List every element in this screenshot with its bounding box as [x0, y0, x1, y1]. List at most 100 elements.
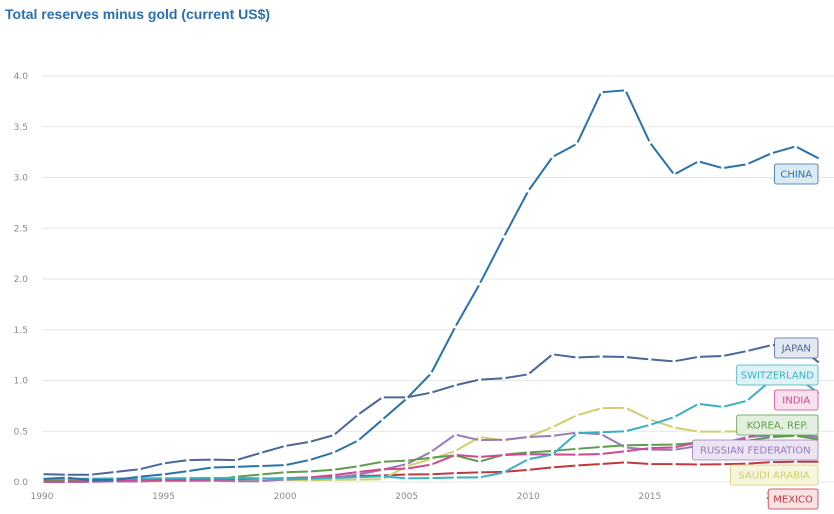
data-point-china — [478, 282, 482, 286]
data-point-india — [453, 453, 457, 457]
data-point-switzerland — [696, 402, 701, 406]
data-point-switzerland — [161, 476, 166, 480]
y-axis-tick-labels: 0.0 0.5 1.0 1.5 2.0 2.5 3.0 3.5 4.0 — [14, 72, 29, 488]
data-point-mexico — [818, 460, 822, 464]
data-point-china — [769, 151, 773, 155]
data-point-mexico — [794, 460, 798, 464]
data-point-russian-federation — [259, 479, 263, 483]
data-point-india — [648, 446, 652, 450]
data-point-mexico — [745, 462, 749, 466]
data-point-japan — [672, 359, 676, 363]
y-tick-label: 2.0 — [14, 275, 29, 285]
data-point-china — [137, 475, 141, 479]
data-point-india — [405, 467, 409, 471]
data-point-mexico — [550, 465, 555, 469]
data-point-japan — [502, 376, 506, 380]
data-point-china — [672, 172, 676, 177]
data-point-switzerland — [818, 392, 822, 396]
data-point-india — [818, 426, 822, 430]
data-point-saudi-arabia — [478, 435, 482, 439]
data-point-india — [502, 453, 506, 457]
data-point-china — [745, 162, 749, 166]
data-point-russian-federation — [818, 435, 822, 439]
series-label-japan: JAPAN — [781, 344, 811, 355]
data-point-switzerland — [210, 476, 214, 480]
series-label-korea-rep: KOREA, REP. — [747, 421, 808, 432]
data-point-switzerland — [259, 476, 263, 480]
data-point-korea-rep — [380, 460, 384, 464]
data-point-china — [89, 478, 93, 482]
series-label-switzerland: SWITZERLAND — [741, 371, 815, 382]
data-point-japan — [356, 413, 360, 417]
data-point-saudi-arabia — [672, 425, 676, 430]
data-point-china — [234, 465, 239, 469]
data-point-switzerland — [745, 399, 749, 403]
y-tick-label: 1.0 — [14, 377, 29, 387]
data-point-mexico — [453, 471, 457, 475]
data-point-japan — [599, 354, 603, 359]
data-point-china — [259, 464, 263, 468]
data-point-japan — [478, 377, 482, 382]
series-labels: MEXICO SAUDI ARABIA RUSSIAN FEDERATION KORE… — [692, 163, 819, 510]
data-point-russian-federation — [672, 448, 676, 452]
data-point-japan — [453, 383, 457, 387]
data-point-india — [478, 455, 482, 459]
data-point-china — [721, 166, 725, 170]
data-point-korea-rep — [307, 469, 312, 474]
data-point-china — [818, 157, 822, 161]
y-tick-label: 3.0 — [14, 174, 29, 184]
x-tick-label: 1990 — [31, 492, 54, 502]
data-point-switzerland — [380, 474, 384, 479]
data-point-india — [356, 470, 360, 474]
data-point-japan — [113, 470, 117, 474]
data-point-mexico — [721, 462, 725, 466]
data-point-korea-rep — [599, 445, 603, 449]
data-point-korea-rep — [550, 449, 555, 453]
data-point-japan — [575, 355, 579, 360]
data-point-china — [356, 438, 360, 443]
data-point-china — [599, 90, 603, 94]
series-label-russian-federation: RUSSIAN FEDERATION — [700, 446, 811, 457]
data-point-korea-rep — [332, 468, 336, 472]
data-point-russian-federation — [502, 438, 506, 442]
data-point-china — [623, 88, 628, 92]
data-point-mexico — [672, 462, 676, 466]
data-point-japan — [769, 343, 773, 347]
series-label-china: CHINA — [780, 170, 812, 181]
data-point-mexico — [769, 460, 773, 464]
data-point-russian-federation — [550, 434, 555, 438]
data-point-switzerland — [186, 476, 190, 480]
data-point-india — [380, 467, 384, 471]
data-point-russian-federation — [405, 462, 409, 466]
data-point-mexico — [623, 460, 628, 465]
chart-title: Total reserves minus gold (current US$) — [5, 6, 271, 22]
data-point-switzerland — [332, 476, 336, 480]
data-point-russian-federation — [478, 438, 482, 442]
data-point-saudi-arabia — [380, 477, 384, 481]
data-point-switzerland — [648, 423, 652, 427]
data-point-korea-rep — [818, 438, 822, 442]
data-point-china — [526, 189, 530, 193]
data-point-japan — [526, 372, 530, 376]
grid-lines — [42, 75, 834, 483]
data-point-japan — [283, 444, 287, 448]
data-point-korea-rep — [672, 442, 676, 447]
data-point-china — [453, 325, 457, 329]
data-point-mexico — [599, 462, 603, 466]
data-point-china — [64, 476, 68, 480]
data-point-china — [575, 142, 579, 146]
data-point-russian-federation — [356, 472, 360, 477]
data-point-korea-rep — [405, 459, 409, 463]
data-point-japan — [429, 391, 433, 395]
data-point-saudi-arabia — [599, 406, 603, 410]
series-label-saudi-arabia: SAUDI ARABIA — [738, 471, 810, 482]
data-point-mexico — [648, 462, 652, 466]
data-point-switzerland — [478, 475, 482, 480]
data-point-china — [794, 144, 798, 149]
y-tick-label: 0.5 — [14, 427, 28, 437]
data-point-india — [526, 452, 530, 456]
data-point-india — [623, 449, 628, 453]
data-point-korea-rep — [478, 459, 482, 464]
data-point-russian-federation — [526, 435, 530, 439]
